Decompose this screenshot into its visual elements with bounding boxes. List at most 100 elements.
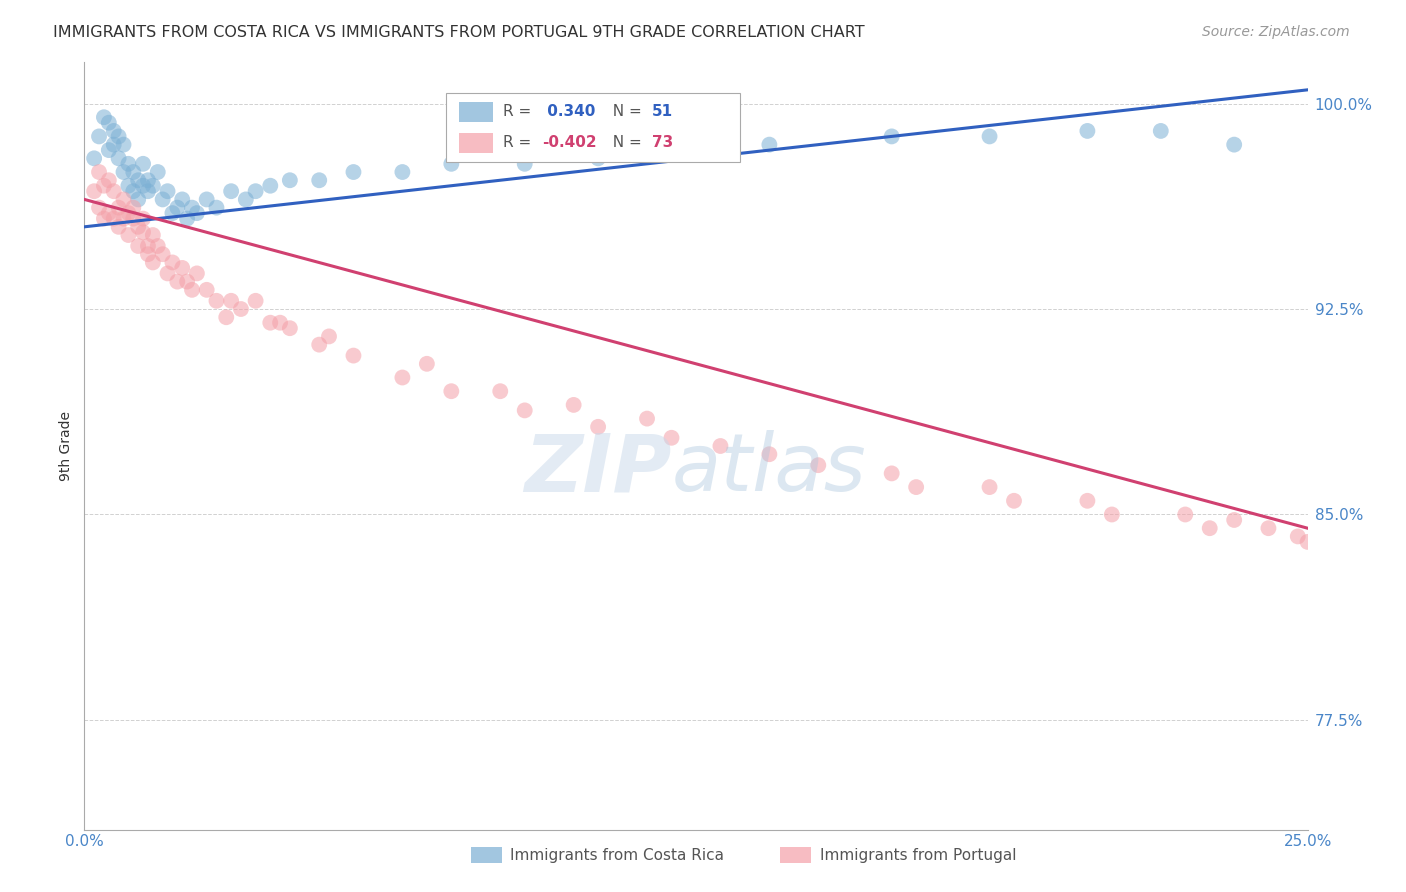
Point xyxy=(269,316,291,330)
Point xyxy=(83,184,105,198)
Point xyxy=(1223,513,1246,527)
Point xyxy=(127,239,149,253)
Point xyxy=(259,178,281,193)
Point xyxy=(156,184,179,198)
Text: Immigrants from Portugal: Immigrants from Portugal xyxy=(820,848,1017,863)
Point xyxy=(83,151,105,165)
Point xyxy=(513,157,536,171)
Point xyxy=(132,225,155,239)
Point xyxy=(215,310,238,325)
Point xyxy=(107,201,129,215)
Point xyxy=(1296,534,1319,549)
Point xyxy=(127,193,149,207)
Point xyxy=(142,255,165,269)
Point xyxy=(245,184,267,198)
Point xyxy=(186,266,208,280)
Point xyxy=(1101,508,1123,522)
Text: Immigrants from Costa Rica: Immigrants from Costa Rica xyxy=(510,848,724,863)
Point xyxy=(235,193,257,207)
Point xyxy=(1002,493,1025,508)
Point xyxy=(97,206,120,220)
Point xyxy=(117,157,139,171)
Point xyxy=(112,137,135,152)
Point xyxy=(661,431,683,445)
Text: Source: ZipAtlas.com: Source: ZipAtlas.com xyxy=(1202,25,1350,39)
Point xyxy=(176,275,198,289)
Point xyxy=(132,211,155,226)
Point xyxy=(229,301,252,316)
Point xyxy=(117,178,139,193)
Point xyxy=(136,247,159,261)
Point xyxy=(440,384,463,399)
Point xyxy=(391,370,413,384)
Point xyxy=(245,293,267,308)
Point xyxy=(103,137,125,152)
Point xyxy=(489,384,512,399)
Point xyxy=(172,193,194,207)
Point xyxy=(181,201,204,215)
Text: 51: 51 xyxy=(652,104,673,119)
Point xyxy=(1076,124,1098,138)
Point xyxy=(880,129,903,144)
Point xyxy=(122,201,145,215)
Text: 0.340: 0.340 xyxy=(541,104,595,119)
Point xyxy=(586,151,609,165)
Point xyxy=(1320,549,1343,563)
Point xyxy=(1306,541,1329,555)
FancyBboxPatch shape xyxy=(458,133,494,153)
Point xyxy=(162,206,184,220)
Point xyxy=(880,467,903,481)
Point xyxy=(709,439,731,453)
Point xyxy=(87,201,110,215)
Text: N =: N = xyxy=(603,104,647,119)
Point xyxy=(195,283,218,297)
Point xyxy=(87,129,110,144)
Point xyxy=(905,480,928,494)
Point xyxy=(205,201,228,215)
Point xyxy=(87,165,110,179)
Point xyxy=(103,211,125,226)
Text: atlas: atlas xyxy=(672,430,866,508)
Point xyxy=(391,165,413,179)
Point xyxy=(97,116,120,130)
Text: R =: R = xyxy=(503,104,536,119)
Point xyxy=(107,129,129,144)
Point xyxy=(562,398,585,412)
Point xyxy=(1198,521,1220,535)
Point xyxy=(132,157,155,171)
Point xyxy=(195,193,218,207)
Text: IMMIGRANTS FROM COSTA RICA VS IMMIGRANTS FROM PORTUGAL 9TH GRADE CORRELATION CHA: IMMIGRANTS FROM COSTA RICA VS IMMIGRANTS… xyxy=(53,25,865,40)
Point xyxy=(142,178,165,193)
Point xyxy=(416,357,439,371)
Point xyxy=(112,211,135,226)
Point xyxy=(122,211,145,226)
Point xyxy=(1174,508,1197,522)
Point xyxy=(979,480,1001,494)
Text: R =: R = xyxy=(503,135,536,150)
Point xyxy=(219,293,242,308)
Point xyxy=(136,239,159,253)
Point xyxy=(1150,124,1173,138)
Point xyxy=(132,178,155,193)
Point xyxy=(146,165,169,179)
Text: -0.402: -0.402 xyxy=(541,135,596,150)
Point xyxy=(1257,521,1279,535)
Point xyxy=(259,316,281,330)
Point xyxy=(152,247,174,261)
Point xyxy=(166,201,188,215)
Point xyxy=(308,173,330,187)
Bar xyxy=(471,847,502,863)
Text: 73: 73 xyxy=(652,135,673,150)
Point xyxy=(152,193,174,207)
Text: N =: N = xyxy=(603,135,647,150)
Point xyxy=(758,447,780,461)
Point xyxy=(586,419,609,434)
Point xyxy=(97,173,120,187)
Point xyxy=(172,260,194,275)
Point xyxy=(181,283,204,297)
Point xyxy=(166,275,188,289)
Point xyxy=(93,178,115,193)
Point xyxy=(440,157,463,171)
Point xyxy=(97,143,120,157)
Point xyxy=(122,165,145,179)
